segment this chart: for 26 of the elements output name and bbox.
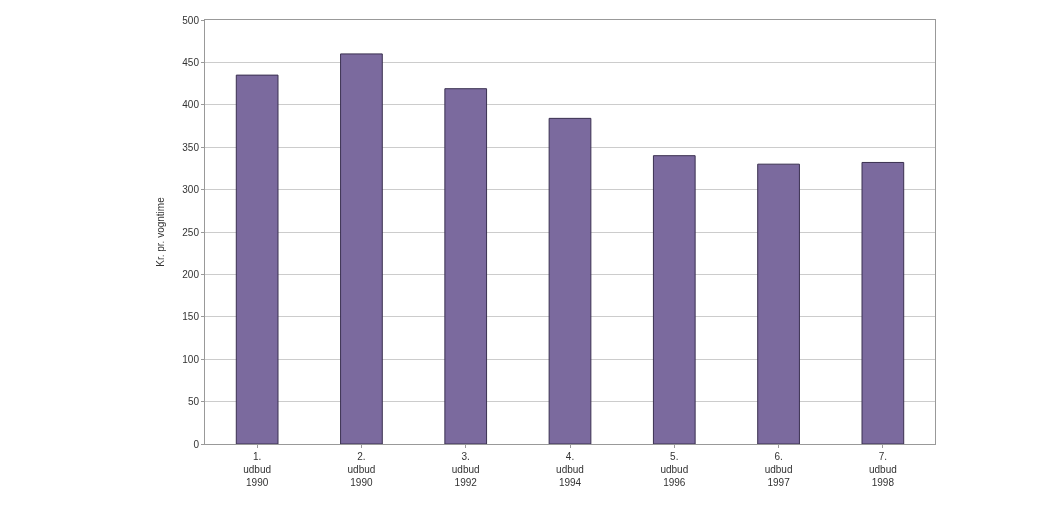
y-tick-label: 250 — [182, 226, 200, 238]
bar — [652, 155, 696, 444]
y-tick-label: 450 — [182, 56, 200, 68]
bar — [235, 74, 279, 444]
x-tick-label: 1. udbud 1990 — [243, 451, 272, 488]
y-tick-label: 400 — [182, 99, 200, 111]
y-axis-title: Kr. pr. vogntime — [155, 196, 167, 267]
y-tick-label: 350 — [182, 141, 200, 153]
bar — [340, 53, 383, 444]
x-tick-label: 7. udbud 1998 — [868, 451, 897, 488]
y-tick-label: 150 — [182, 311, 200, 323]
y-tick-label: 300 — [182, 184, 200, 196]
y-tick-label: 100 — [182, 353, 200, 365]
y-tick-label: 200 — [182, 268, 200, 280]
bar — [444, 88, 488, 444]
bar — [861, 161, 905, 444]
x-tick-label: 4. udbud 1994 — [556, 451, 584, 488]
x-tick-label: 2. udbud 1990 — [347, 451, 376, 488]
x-tick-label: 3. udbud 1992 — [451, 451, 480, 488]
bar — [757, 163, 800, 444]
x-tick-label: 5. udbud 1996 — [660, 451, 689, 488]
x-tick-label: 6. udbud 1997 — [764, 451, 793, 488]
y-tick-label: 0 — [193, 438, 200, 450]
y-tick-label: 500 — [182, 14, 200, 26]
y-tick-label: 50 — [187, 396, 200, 408]
bar — [548, 117, 592, 444]
